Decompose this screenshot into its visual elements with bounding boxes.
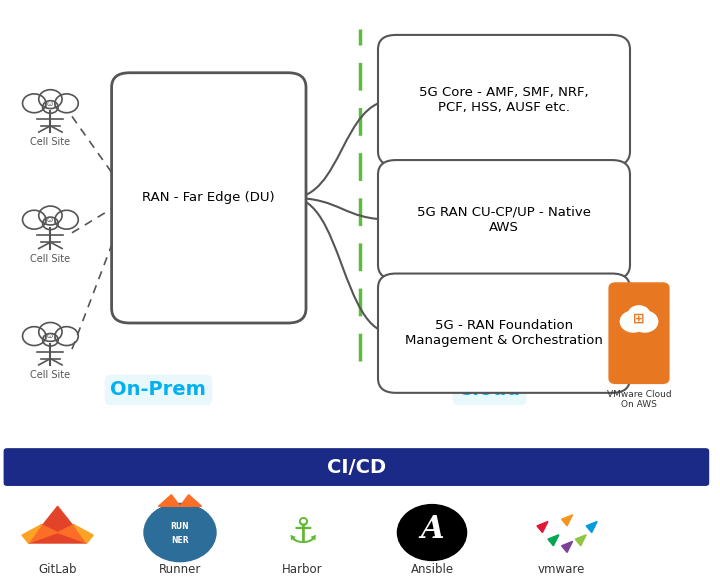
Text: (ω): (ω) — [45, 217, 56, 223]
Text: RAN - Far Edge (DU): RAN - Far Edge (DU) — [143, 191, 275, 204]
Polygon shape — [22, 525, 42, 543]
Polygon shape — [548, 535, 559, 546]
FancyBboxPatch shape — [4, 448, 709, 486]
Polygon shape — [29, 506, 86, 543]
Text: VMware Cloud
On AWS: VMware Cloud On AWS — [607, 390, 671, 409]
Text: Cell Site: Cell Site — [30, 137, 71, 147]
Text: A: A — [420, 514, 444, 545]
Polygon shape — [29, 525, 58, 543]
Circle shape — [632, 311, 658, 332]
Circle shape — [397, 505, 467, 560]
Polygon shape — [562, 515, 572, 526]
Polygon shape — [74, 525, 94, 543]
Text: RUN: RUN — [171, 522, 189, 531]
Text: Cell Site: Cell Site — [30, 254, 71, 264]
Text: (ω): (ω) — [45, 333, 56, 339]
Text: GitLab: GitLab — [38, 563, 77, 576]
FancyBboxPatch shape — [378, 274, 630, 393]
Circle shape — [144, 503, 216, 562]
Polygon shape — [180, 495, 202, 506]
Text: NER: NER — [171, 535, 189, 545]
Text: On-Prem: On-Prem — [110, 381, 207, 399]
Text: ⊞: ⊞ — [633, 311, 645, 326]
FancyBboxPatch shape — [608, 282, 670, 384]
Text: Ansible: Ansible — [410, 563, 454, 576]
Polygon shape — [537, 521, 548, 533]
Text: Cloud: Cloud — [459, 381, 521, 399]
Circle shape — [628, 306, 649, 324]
Text: (ω): (ω) — [45, 100, 56, 107]
FancyBboxPatch shape — [378, 35, 630, 166]
Text: vmware: vmware — [538, 563, 585, 576]
Text: Runner: Runner — [159, 563, 201, 576]
FancyBboxPatch shape — [378, 160, 630, 279]
Text: ⚓: ⚓ — [287, 516, 318, 549]
Text: 5G Core - AMF, SMF, NRF,
PCF, HSS, AUSF etc.: 5G Core - AMF, SMF, NRF, PCF, HSS, AUSF … — [419, 86, 589, 115]
Circle shape — [621, 311, 647, 332]
Polygon shape — [575, 535, 586, 546]
Text: Harbor: Harbor — [282, 563, 323, 576]
Text: Cell Site: Cell Site — [30, 370, 71, 380]
Polygon shape — [58, 525, 86, 543]
Polygon shape — [586, 521, 597, 533]
Polygon shape — [158, 495, 180, 506]
Text: 5G RAN CU-CP/UP - Native
AWS: 5G RAN CU-CP/UP - Native AWS — [417, 205, 591, 234]
Text: 5G - RAN Foundation
Management & Orchestration: 5G - RAN Foundation Management & Orchest… — [405, 319, 603, 347]
Text: CI/CD: CI/CD — [327, 457, 386, 477]
FancyBboxPatch shape — [112, 73, 306, 323]
Polygon shape — [562, 541, 572, 552]
